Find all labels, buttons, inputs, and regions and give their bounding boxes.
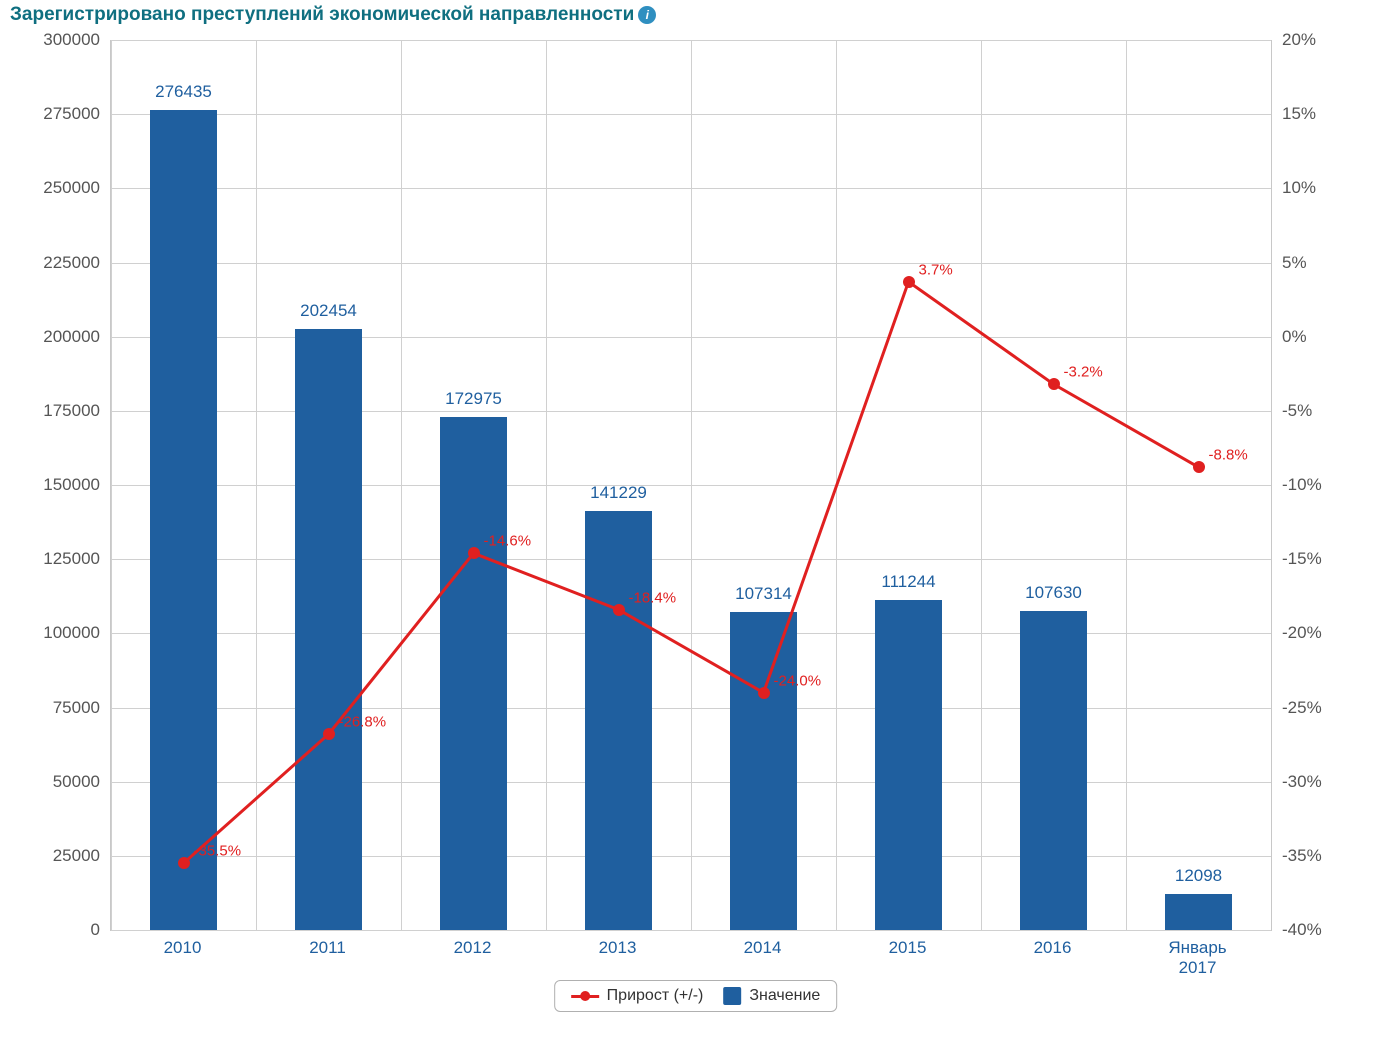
bar xyxy=(875,600,942,930)
line-value-label: -24.0% xyxy=(774,672,822,689)
chart-title-text: Зарегистрировано преступлений экономичес… xyxy=(10,4,634,26)
gridline xyxy=(111,114,1271,115)
bar-value-label: 141229 xyxy=(590,483,647,503)
legend-line-label: Прирост (+/-) xyxy=(607,987,704,1005)
legend-item-line: Прирост (+/-) xyxy=(571,987,704,1005)
gridline xyxy=(111,337,1271,338)
y2-tick-label: 0% xyxy=(1282,327,1352,347)
y2-tick-label: 5% xyxy=(1282,253,1352,273)
gridline xyxy=(111,263,1271,264)
y1-tick-label: 100000 xyxy=(10,623,100,643)
x-tick-label: 2014 xyxy=(744,938,782,958)
y2-tick-label: 20% xyxy=(1282,30,1352,50)
plot-area: 276435 202454 172975 141229 107314 111244 1076… xyxy=(110,40,1272,931)
line-value-label: -14.6% xyxy=(484,533,532,550)
bar-value-label: 107630 xyxy=(1025,583,1082,603)
bar-value-label: 172975 xyxy=(445,389,502,409)
gridline xyxy=(111,40,1271,41)
bar-value-label: 202454 xyxy=(300,301,357,321)
y1-tick-label: 200000 xyxy=(10,327,100,347)
gridline xyxy=(111,708,1271,709)
gridline xyxy=(111,559,1271,560)
y1-tick-label: 125000 xyxy=(10,549,100,569)
y1-tick-label: 275000 xyxy=(10,104,100,124)
y2-tick-label: -30% xyxy=(1282,772,1352,792)
bar xyxy=(295,329,362,930)
chart-container: Зарегистрировано преступлений экономичес… xyxy=(0,0,1391,1043)
chart-title: Зарегистрировано преступлений экономичес… xyxy=(10,4,656,26)
y2-tick-label: -5% xyxy=(1282,401,1352,421)
y1-tick-label: 250000 xyxy=(10,178,100,198)
bar xyxy=(730,612,797,930)
bar-value-label: 107314 xyxy=(735,584,792,604)
line-marker xyxy=(1193,461,1205,473)
y2-tick-label: -35% xyxy=(1282,846,1352,866)
line-marker xyxy=(903,276,915,288)
x-tick-label: 2015 xyxy=(889,938,927,958)
x-tick-label: 2011 xyxy=(309,938,346,958)
line-value-label: -35.5% xyxy=(194,843,242,860)
bar xyxy=(1020,611,1087,930)
gridline xyxy=(111,188,1271,189)
legend-item-bar: Значение xyxy=(723,987,820,1005)
gridline xyxy=(111,411,1271,412)
y1-tick-label: 300000 xyxy=(10,30,100,50)
line-value-label: -3.2% xyxy=(1064,364,1103,381)
y1-tick-label: 50000 xyxy=(10,772,100,792)
legend-bar-label: Значение xyxy=(749,987,820,1005)
legend: Прирост (+/-) Значение xyxy=(554,980,838,1012)
line-marker xyxy=(613,604,625,616)
y1-tick-label: 225000 xyxy=(10,253,100,273)
bar-value-label: 12098 xyxy=(1175,866,1222,886)
gridline xyxy=(111,856,1271,857)
y2-tick-label: 15% xyxy=(1282,104,1352,124)
y2-tick-label: -25% xyxy=(1282,698,1352,718)
line-marker xyxy=(758,687,770,699)
gridline xyxy=(111,633,1271,634)
gridline xyxy=(111,485,1271,486)
bar xyxy=(1165,894,1232,930)
y1-tick-label: 25000 xyxy=(10,846,100,866)
legend-line-icon xyxy=(571,995,599,998)
line-value-label: -8.8% xyxy=(1209,447,1248,464)
y1-tick-label: 175000 xyxy=(10,401,100,421)
bar-value-label: 111244 xyxy=(881,572,935,592)
bar xyxy=(440,417,507,930)
gridline xyxy=(111,930,1271,931)
line-value-label: -26.8% xyxy=(339,714,387,731)
y2-tick-label: -15% xyxy=(1282,549,1352,569)
x-tick-label: 2016 xyxy=(1034,938,1072,958)
y2-tick-label: -40% xyxy=(1282,920,1352,940)
line-value-label: 3.7% xyxy=(919,261,953,278)
line-marker xyxy=(468,547,480,559)
y2-tick-label: -20% xyxy=(1282,623,1352,643)
y1-tick-label: 75000 xyxy=(10,698,100,718)
bar xyxy=(150,110,217,930)
line-value-label: -18.4% xyxy=(629,589,677,606)
x-tick-label: Январь 2017 xyxy=(1168,938,1226,978)
x-tick-label: 2012 xyxy=(454,938,492,958)
bar xyxy=(585,511,652,930)
gridline xyxy=(111,782,1271,783)
legend-bar-icon xyxy=(723,987,741,1005)
y2-tick-label: -10% xyxy=(1282,475,1352,495)
y1-tick-label: 150000 xyxy=(10,475,100,495)
info-icon[interactable]: i xyxy=(638,6,656,24)
line-marker xyxy=(323,728,335,740)
x-tick-label: 2013 xyxy=(599,938,637,958)
y1-tick-label: 0 xyxy=(10,920,100,940)
y2-tick-label: 10% xyxy=(1282,178,1352,198)
bar-value-label: 276435 xyxy=(155,82,212,102)
x-tick-label: 2010 xyxy=(164,938,202,958)
line-marker xyxy=(178,857,190,869)
line-marker xyxy=(1048,378,1060,390)
